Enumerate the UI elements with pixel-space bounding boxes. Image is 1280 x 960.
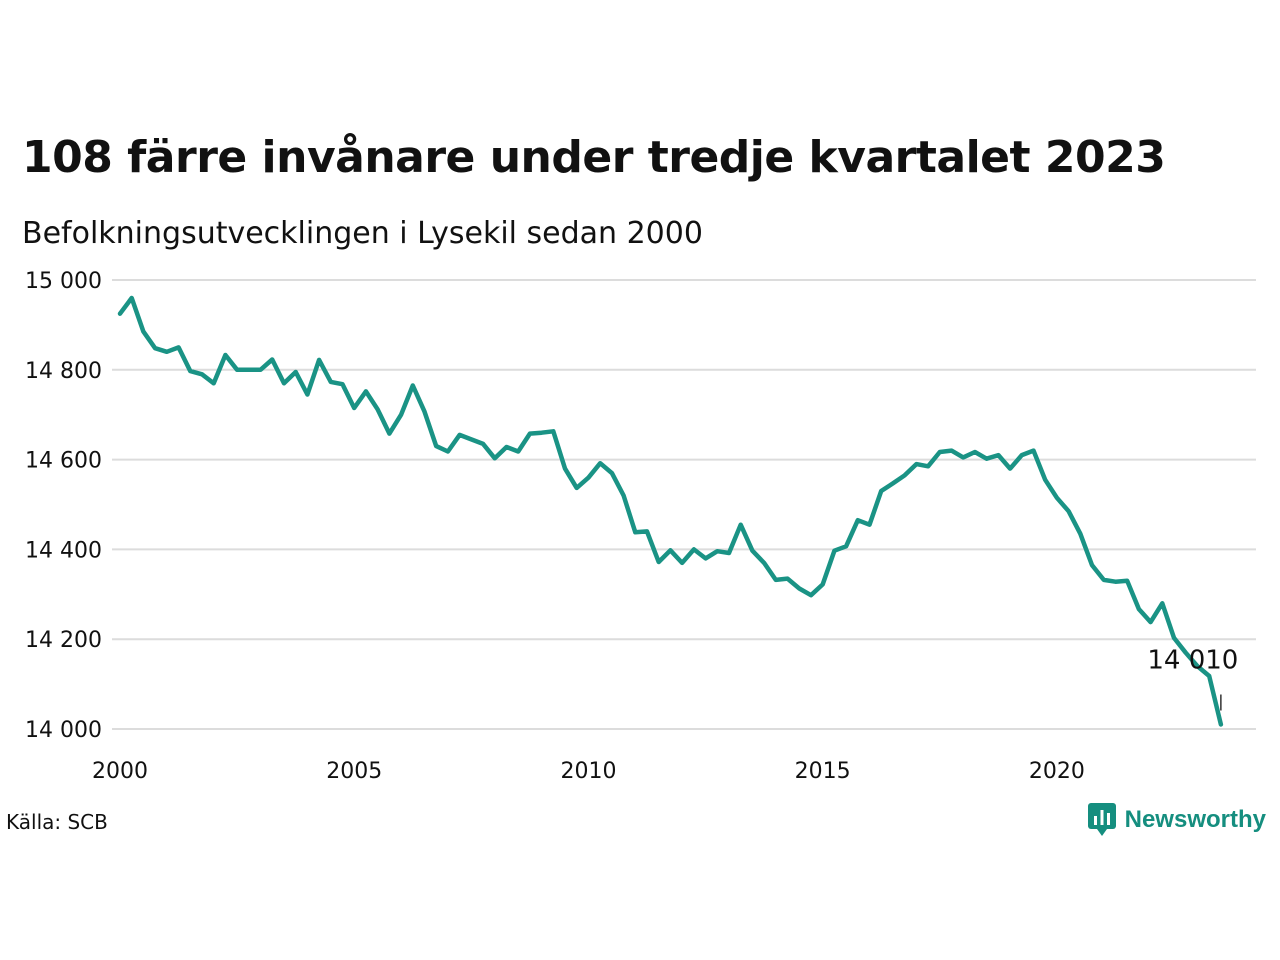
population-line xyxy=(117,295,1224,727)
y-tick-label: 14 800 xyxy=(25,359,102,384)
series-population xyxy=(117,295,1224,727)
y-tick-label: 14 600 xyxy=(25,449,102,474)
y-axis-tick-labels: 14 000 14 200 14 400 14 600 14 800 15 000 xyxy=(25,269,102,743)
x-tick-label: 2015 xyxy=(795,759,851,784)
chart-subtitle: Befolkningsutvecklingen i Lysekil sedan … xyxy=(22,216,703,251)
x-tick-label: 2000 xyxy=(92,759,148,784)
y-tick-label: 14 200 xyxy=(25,628,102,653)
x-axis-tick-labels: 2000 2005 2010 2015 2020 xyxy=(92,759,1085,784)
x-tick-label: 2005 xyxy=(326,759,382,784)
y-tick-label: 14 400 xyxy=(25,538,102,563)
chart-title: 108 färre invånare under tredje kvartale… xyxy=(22,132,1166,183)
last-value-annotation: 14 010 xyxy=(1147,646,1238,711)
source-note: Källa: SCB xyxy=(6,810,108,834)
brand-name: Newsworthy xyxy=(1124,806,1266,833)
y-tick-label: 15 000 xyxy=(25,269,102,294)
x-tick-label: 2020 xyxy=(1029,759,1085,784)
brand-logo: Newsworthy xyxy=(1087,802,1266,838)
y-tick-label: 14 000 xyxy=(25,718,102,743)
last-value-label: 14 010 xyxy=(1147,646,1238,676)
newsworthy-logo-icon xyxy=(1087,803,1116,836)
gridlines xyxy=(112,279,1256,730)
x-tick-label: 2010 xyxy=(560,759,616,784)
